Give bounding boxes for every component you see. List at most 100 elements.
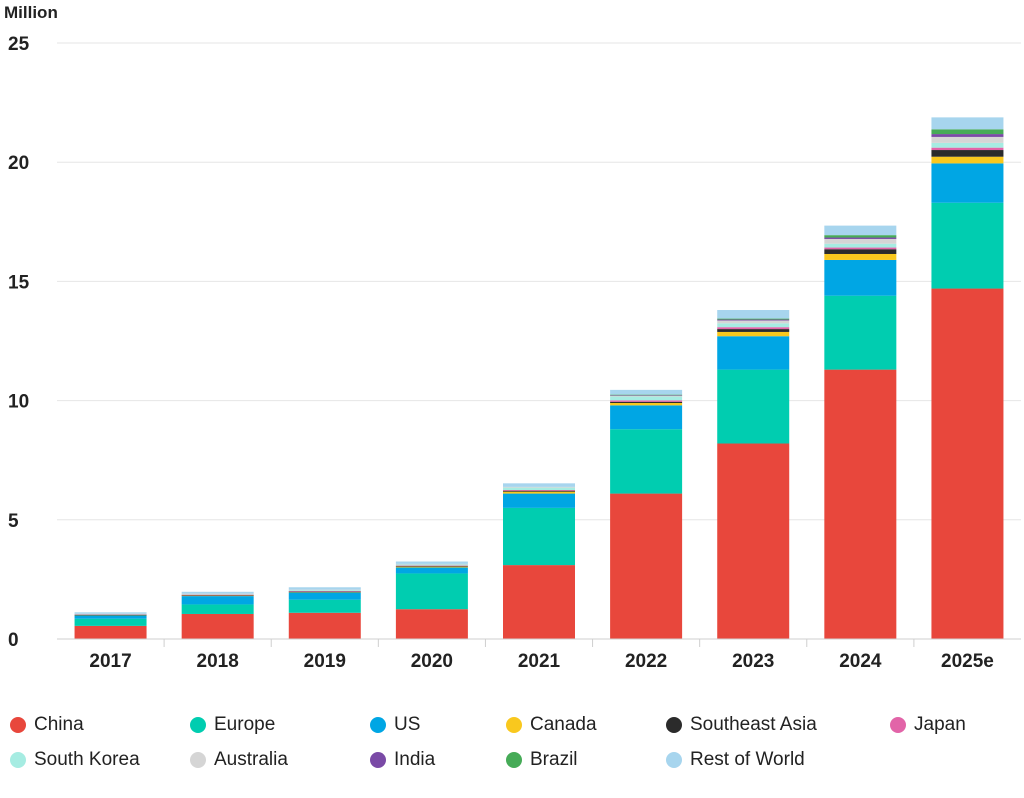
y-axis-unit-label: Million <box>4 3 58 22</box>
bar-segment-southeast-asia <box>181 595 254 596</box>
bar-segment-europe <box>395 573 468 610</box>
y-tick-label: 20 <box>8 153 29 174</box>
bar-segment-brazil <box>824 235 897 238</box>
bar-segment-us <box>931 163 1004 203</box>
bar-segment-australia <box>288 589 361 591</box>
bar-segment-europe <box>74 618 147 626</box>
legend-label: Rest of World <box>690 749 805 770</box>
bar-segment-rest-of-world <box>288 587 361 590</box>
bar-segment-southeast-asia <box>395 566 468 567</box>
bar-segment-south-korea <box>503 487 575 490</box>
legend-item-rest-of-world: Rest of World <box>666 747 805 773</box>
bar-segment-india <box>931 134 1004 137</box>
legend-label: US <box>394 714 421 735</box>
bar-segment-rest-of-world <box>503 483 575 487</box>
bar-segment-japan <box>717 327 790 330</box>
legend-swatch <box>666 752 682 768</box>
x-tick-label: 2020 <box>411 651 453 672</box>
bar-segment-canada <box>395 566 468 568</box>
bar-segment-europe <box>717 369 790 444</box>
bar-segment-europe <box>503 507 575 566</box>
bar-segment-rest-of-world <box>610 389 683 395</box>
bar-segment-australia <box>717 320 790 324</box>
bar-segment-australia <box>74 613 147 615</box>
y-tick-label: 5 <box>8 511 19 532</box>
bar-segment-rest-of-world <box>181 591 254 594</box>
bar-segment-southeast-asia <box>610 401 683 403</box>
bar-segment-us <box>181 596 254 605</box>
bar-segment-china <box>74 625 147 639</box>
legend-swatch <box>10 752 26 768</box>
y-tick-label: 0 <box>8 630 19 651</box>
legend-item-south-korea: South Korea <box>10 747 140 773</box>
legend-label: Brazil <box>530 749 578 770</box>
y-tick-label: 25 <box>8 34 30 55</box>
bar-segment-japan <box>503 490 575 491</box>
legend-swatch <box>890 717 906 733</box>
legend-item-australia: Australia <box>190 747 288 773</box>
bar-segment-canada <box>717 331 790 337</box>
chart-plot: Million 0 5 10 15 20 25 2017 2018 2019 2020 2021 20… <box>4 3 1021 672</box>
x-tick-label: 2025e <box>941 651 994 672</box>
legend-item-us: US <box>370 712 420 738</box>
y-tick-label: 10 <box>8 392 29 413</box>
bar-segment-europe <box>931 202 1004 289</box>
bar-segment-brazil <box>931 129 1004 135</box>
legend-label: China <box>34 714 84 735</box>
bar-segment-china <box>395 609 468 639</box>
bar-segment-southeast-asia <box>503 490 575 492</box>
bar-segment-japan <box>288 591 361 592</box>
bar-segment-brazil <box>717 318 790 320</box>
legend-swatch <box>190 717 206 733</box>
legend-item-europe: Europe <box>190 712 275 738</box>
bar-segment-japan <box>181 594 254 596</box>
legend-swatch <box>506 717 522 733</box>
legend-label: Southeast Asia <box>690 714 817 735</box>
legend-swatch <box>10 717 26 733</box>
bar-segment-brazil <box>610 394 683 396</box>
bar-segment-rest-of-world <box>931 117 1004 130</box>
legend-item-china: China <box>10 712 84 738</box>
bar-segment-australia <box>824 238 897 244</box>
bar-segment-china <box>717 443 790 639</box>
bar-segment-us <box>610 405 683 430</box>
bar-segment-south-korea <box>717 323 790 328</box>
legend-item-canada: Canada <box>506 712 597 738</box>
legend-label: Canada <box>530 714 597 735</box>
x-tick-label: 2022 <box>625 651 667 672</box>
bar-segment-south-korea <box>288 590 361 592</box>
x-tick-label: 2017 <box>89 651 131 672</box>
bar-segment-canada <box>824 253 897 260</box>
bar-segment-europe <box>181 604 254 614</box>
bar-segment-china <box>181 613 254 639</box>
legend-swatch <box>370 717 386 733</box>
bar-segment-southeast-asia <box>74 614 147 616</box>
bar-segment-china <box>931 288 1004 639</box>
bar-segment-canada <box>610 402 683 406</box>
bar-segment-europe <box>824 295 897 370</box>
x-tick-label: 2019 <box>304 651 346 672</box>
bar-segment-india <box>824 237 897 239</box>
bar-segment-us <box>395 567 468 574</box>
bar-segment-australia <box>181 593 254 595</box>
legend-item-japan: Japan <box>890 712 966 738</box>
bar-segment-australia <box>610 395 683 397</box>
legend-item-southeast-asia: Southeast Asia <box>666 712 817 738</box>
legend-item-india: India <box>370 747 435 773</box>
bar-segment-rest-of-world <box>824 225 897 236</box>
legend-label: South Korea <box>34 749 140 770</box>
bar-segment-china <box>610 493 683 639</box>
legend-swatch <box>370 752 386 768</box>
bar-segment-japan <box>610 400 683 402</box>
bar-segment-china <box>824 369 897 639</box>
legend-swatch <box>506 752 522 768</box>
legend-label: Europe <box>214 714 276 735</box>
bar-segment-us <box>74 615 147 619</box>
bar-segment-australia <box>503 486 575 488</box>
bar-segment-rest-of-world <box>717 310 790 319</box>
bar-segment-japan <box>931 147 1004 151</box>
bar-segment-southeast-asia <box>931 150 1004 157</box>
x-tick-label: 2018 <box>197 651 239 672</box>
bar-segment-us <box>717 336 790 370</box>
